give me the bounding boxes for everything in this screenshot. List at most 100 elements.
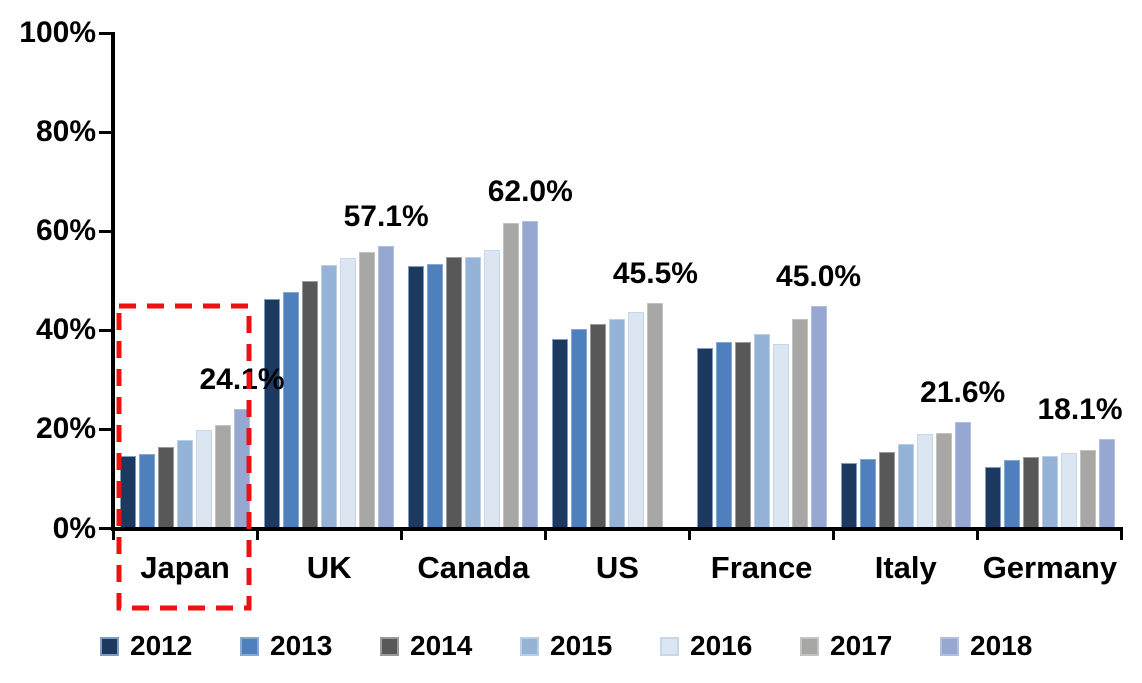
legend-swatch-2017 [800, 636, 819, 656]
legend-swatch-2018 [940, 636, 959, 656]
y-tick-20% [99, 427, 115, 431]
bar-japan-2016 [196, 430, 212, 529]
x-tick-0 [111, 528, 115, 540]
x-tick-5 [832, 528, 836, 540]
category-label-uk: UK [306, 550, 352, 585]
bar-italy-2015 [897, 444, 914, 529]
bar-france-2014 [734, 342, 751, 529]
x-tick-2 [399, 528, 403, 540]
x-tick-7 [1120, 528, 1124, 540]
y-tick-80% [99, 130, 115, 134]
bar-uk-2014 [302, 281, 319, 529]
bar-germany-2015 [1041, 455, 1058, 529]
bar-uk-2017 [359, 252, 376, 529]
y-tick-label-0%: 0% [52, 511, 96, 545]
bar-germany-2017 [1079, 449, 1096, 529]
bar-france-2018 [810, 305, 827, 529]
y-tick-40% [99, 328, 115, 332]
bar-italy-2013 [859, 459, 876, 529]
legend-item-2012: 2012 [100, 626, 192, 666]
bar-us-2017 [647, 303, 664, 529]
legend-item-2015: 2015 [520, 626, 612, 666]
legend-swatch-2012 [100, 636, 119, 656]
bar-germany-2013 [1003, 459, 1020, 529]
bar-japan-2013 [139, 454, 155, 529]
legend-label-2013: 2013 [270, 630, 333, 661]
bar-canada-2013 [427, 264, 444, 529]
bar-japan-2012 [120, 455, 136, 529]
bar-japan-2015 [177, 439, 193, 529]
legend-item-2013: 2013 [240, 626, 332, 666]
legend-label-2016: 2016 [690, 630, 753, 661]
y-axis-line [111, 32, 115, 531]
value-label-italy: 21.6% [920, 375, 1006, 409]
y-tick-label-40%: 40% [35, 313, 96, 347]
bar-japan-2014 [158, 447, 174, 529]
bar-canada-2016 [484, 250, 501, 529]
legend-item-2016: 2016 [660, 626, 752, 666]
bar-us-2015 [609, 318, 626, 529]
bar-uk-2013 [283, 291, 300, 529]
y-tick-label-80%: 80% [35, 115, 96, 149]
x-tick-1 [255, 528, 259, 540]
y-tick-label-100%: 100% [19, 16, 96, 49]
category-label-germany: Germany [982, 550, 1118, 585]
category-label-france: France [710, 550, 813, 585]
bar-canada-2014 [446, 256, 463, 529]
value-label-france: 45.0% [776, 259, 862, 293]
bar-germany-2012 [984, 466, 1001, 529]
bar-france-2016 [772, 344, 789, 529]
bar-us-2013 [571, 329, 588, 529]
legend-label-2017: 2017 [830, 630, 893, 661]
bar-uk-2015 [321, 264, 338, 529]
bar-france-2012 [696, 348, 713, 529]
bar-italy-2012 [840, 462, 857, 529]
value-label-us: 45.5% [612, 257, 698, 291]
bar-canada-2012 [408, 266, 425, 529]
bar-canada-2018 [522, 221, 539, 529]
legend-label-2018: 2018 [970, 630, 1033, 661]
legend-label-2012: 2012 [130, 630, 193, 661]
bar-canada-2017 [503, 222, 520, 529]
legend-item-2014: 2014 [380, 626, 472, 666]
bar-uk-2012 [264, 299, 281, 529]
bar-italy-2016 [916, 433, 933, 529]
bar-uk-2018 [378, 245, 395, 529]
value-label-uk: 57.1% [343, 199, 429, 233]
category-label-italy: Italy [874, 550, 937, 585]
legend-swatch-2013 [240, 636, 259, 656]
category-label-us: US [595, 550, 639, 585]
bar-japan-2018 [234, 409, 250, 529]
y-tick-0% [99, 527, 115, 531]
legend-swatch-2015 [520, 636, 539, 656]
value-label-canada: 62.0% [487, 175, 573, 209]
bar-canada-2015 [465, 257, 482, 529]
value-label-germany: 18.1% [1037, 392, 1123, 426]
bar-italy-2018 [954, 421, 971, 529]
bar-germany-2018 [1098, 438, 1115, 529]
legend-item-2017: 2017 [800, 626, 892, 666]
legend-label-2014: 2014 [410, 630, 473, 661]
y-tick-label-60%: 60% [35, 214, 96, 248]
bar-italy-2014 [878, 452, 895, 529]
legend-item-2018: 2018 [940, 626, 1032, 666]
x-tick-3 [543, 528, 547, 540]
x-tick-6 [976, 528, 980, 540]
value-label-japan: 24.1% [199, 363, 285, 397]
legend-swatch-2014 [380, 636, 399, 656]
y-tick-60% [99, 229, 115, 233]
x-tick-4 [688, 528, 692, 540]
bar-japan-2017 [215, 425, 231, 529]
bar-france-2015 [753, 334, 770, 529]
y-tick-100% [99, 31, 115, 35]
bar-us-2016 [628, 312, 645, 529]
legend-label-2015: 2015 [550, 630, 613, 661]
category-label-japan: Japan [140, 550, 230, 585]
bar-uk-2016 [340, 257, 357, 529]
bar-germany-2014 [1022, 457, 1039, 529]
bar-us-2014 [590, 324, 607, 529]
legend-swatch-2016 [660, 636, 679, 656]
bar-us-2012 [552, 338, 569, 529]
bar-italy-2017 [935, 433, 952, 529]
